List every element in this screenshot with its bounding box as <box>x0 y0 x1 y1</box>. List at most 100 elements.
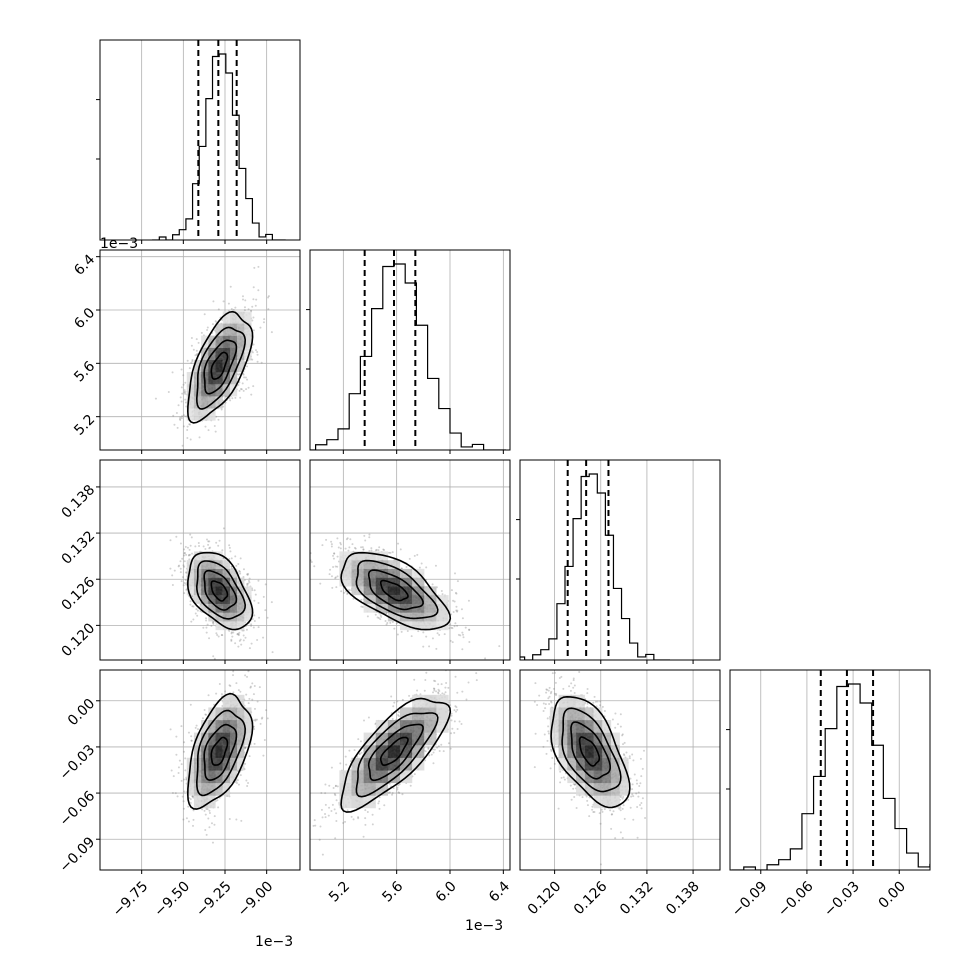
density-cell <box>201 595 209 604</box>
sample-point <box>455 605 458 608</box>
sample-point <box>214 430 217 433</box>
density-cell <box>399 586 413 596</box>
sample-point <box>242 639 245 642</box>
sample-point <box>207 429 210 432</box>
sample-point <box>184 381 187 384</box>
sample-point <box>228 629 231 632</box>
sample-point <box>230 638 233 641</box>
sample-point <box>436 632 439 635</box>
y-tick-label: 0.138 <box>59 482 99 522</box>
sample-point <box>262 754 265 757</box>
sample-point <box>240 388 243 391</box>
sample-point <box>211 841 214 844</box>
sample-point <box>253 599 256 602</box>
sample-point <box>393 627 396 630</box>
density-cell <box>215 621 223 631</box>
sample-point <box>245 779 248 782</box>
sample-point <box>215 692 218 695</box>
sample-point <box>179 571 182 574</box>
sample-point <box>405 565 408 568</box>
sample-point <box>257 265 260 268</box>
sample-point <box>206 326 209 329</box>
sample-point <box>362 548 365 551</box>
sample-point <box>254 349 257 352</box>
sample-point <box>453 572 456 575</box>
sample-point <box>228 544 231 547</box>
sample-point <box>210 624 213 627</box>
sample-point <box>171 371 174 374</box>
density-cell <box>244 603 252 613</box>
sample-point <box>244 299 247 302</box>
density-cell <box>244 347 252 361</box>
sample-point <box>330 543 333 546</box>
sample-point <box>179 396 182 399</box>
sample-point <box>191 552 194 555</box>
sample-point <box>191 358 194 361</box>
sample-point <box>183 548 186 551</box>
sample-point <box>204 713 207 716</box>
sample-point <box>462 633 465 636</box>
sample-point <box>385 623 388 626</box>
sample-point <box>378 546 381 549</box>
sample-point <box>220 408 223 411</box>
sample-point <box>194 726 197 729</box>
sample-point <box>220 634 223 637</box>
density-cell <box>412 586 425 596</box>
sample-point <box>380 615 383 618</box>
density-cell <box>229 621 238 631</box>
density-cell <box>436 603 449 613</box>
density-cell <box>436 595 449 604</box>
sample-point <box>329 568 332 571</box>
sample-point <box>190 344 193 347</box>
sample-point <box>416 553 419 556</box>
sample-point <box>179 542 182 545</box>
sample-point <box>182 425 185 428</box>
sample-point <box>321 544 324 547</box>
sample-point <box>364 539 367 542</box>
sample-point <box>256 353 259 356</box>
sample-point <box>360 598 363 601</box>
sample-point <box>336 555 339 558</box>
sample-point <box>247 386 250 389</box>
sample-point <box>448 627 451 630</box>
sample-point <box>189 423 192 426</box>
contour-level-3 <box>340 551 452 631</box>
sample-point <box>410 635 413 638</box>
sample-point <box>397 542 400 545</box>
sample-point <box>244 376 247 379</box>
sample-point <box>184 769 187 772</box>
sample-point <box>186 428 189 431</box>
sample-point <box>215 632 218 635</box>
sample-point <box>391 551 394 554</box>
sample-point <box>259 326 262 329</box>
sample-point <box>257 601 260 604</box>
sample-point <box>418 566 421 569</box>
sample-point <box>449 639 452 642</box>
sample-point <box>234 396 237 399</box>
density-cell <box>215 568 223 578</box>
density-cell <box>424 603 437 613</box>
y-tick-label: 6.4 <box>71 252 98 279</box>
sample-point <box>154 397 157 400</box>
contour-level-3 <box>186 310 254 424</box>
density-cell <box>208 384 216 397</box>
y-tick-label: 5.6 <box>71 358 98 385</box>
density-cell <box>375 560 389 569</box>
sample-point <box>266 616 269 619</box>
density-cell <box>215 396 223 409</box>
density-cell <box>186 371 195 385</box>
sample-point <box>344 547 347 550</box>
sample-point <box>169 567 172 570</box>
density-cell <box>201 603 209 613</box>
sample-point <box>191 605 194 608</box>
density-cell <box>412 612 425 622</box>
sample-point <box>243 376 246 379</box>
sample-point <box>192 618 195 621</box>
sample-point <box>228 546 231 549</box>
sample-point <box>243 309 246 312</box>
sample-point <box>242 634 245 637</box>
density-cell <box>186 408 195 421</box>
density-cell <box>208 560 216 569</box>
sample-point <box>400 630 403 633</box>
sample-point <box>246 573 249 576</box>
